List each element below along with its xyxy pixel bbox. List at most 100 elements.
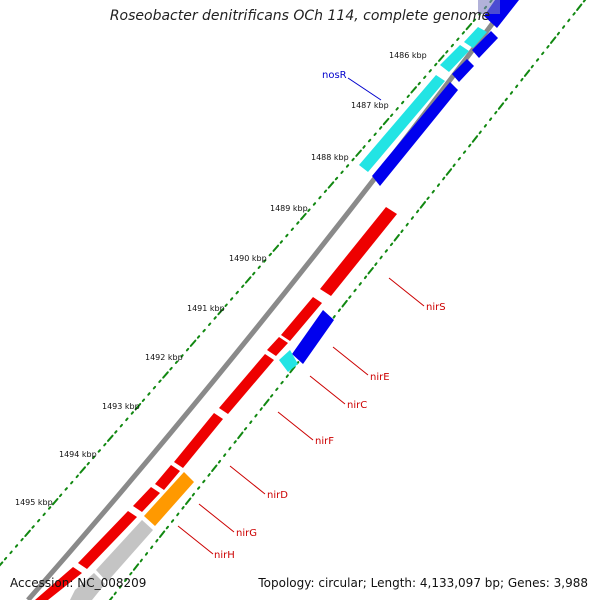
gene-label-nirE[interactable]: nirE bbox=[370, 372, 390, 383]
ruler-major-tick bbox=[341, 299, 348, 308]
ruler-minor-tick bbox=[185, 347, 190, 352]
gene-label-nirF[interactable]: nirF bbox=[315, 436, 334, 447]
ruler-minor-tick bbox=[426, 196, 430, 200]
ruler-minor-tick bbox=[307, 208, 311, 212]
feature-blue-4[interactable] bbox=[372, 82, 458, 186]
feature-nosR-cyan[interactable] bbox=[464, 27, 487, 48]
ruler-minor-tick bbox=[9, 550, 13, 555]
ruler-minor-tick bbox=[390, 113, 394, 117]
feature-red-8[interactable] bbox=[35, 567, 82, 600]
ruler-minor-tick bbox=[263, 259, 267, 263]
ruler-minor-tick bbox=[228, 446, 232, 451]
feature-red-4[interactable] bbox=[174, 413, 223, 468]
leader-nosR bbox=[347, 77, 382, 101]
feature-cyan-2[interactable] bbox=[440, 45, 469, 72]
ruler-minor-tick bbox=[351, 157, 355, 162]
leader-nirE bbox=[332, 346, 369, 376]
feature-nirS[interactable] bbox=[320, 207, 397, 296]
gene-leader-lines bbox=[177, 77, 425, 555]
gene-label-nirD[interactable]: nirD bbox=[267, 490, 288, 501]
ruler-minor-tick bbox=[174, 360, 179, 364]
gene-label-nirH[interactable]: nirH bbox=[214, 550, 235, 561]
ruler-minor-tick bbox=[3, 556, 8, 561]
feature-blue-3[interactable] bbox=[452, 59, 474, 82]
tick-layer bbox=[0, 0, 587, 600]
accession-text: Accession: NC_008209 bbox=[10, 576, 147, 590]
feature-nirE[interactable] bbox=[292, 310, 334, 364]
ruler-minor-tick bbox=[169, 366, 173, 371]
ruler-major-tick bbox=[0, 561, 4, 567]
feature-nirG[interactable] bbox=[144, 472, 194, 526]
ruler-minor-tick bbox=[124, 578, 128, 582]
ruler-major-tick bbox=[367, 267, 374, 275]
ruler-minor-tick bbox=[48, 506, 52, 510]
ruler-minor-tick bbox=[358, 282, 362, 286]
ruler-minor-tick bbox=[345, 164, 350, 168]
kbp-label-group: 1486 kbp 1487 kbp 1488 kbp 1489 kbp 1490… bbox=[15, 51, 427, 507]
ruler-minor-tick bbox=[462, 150, 467, 154]
ruler-minor-tick bbox=[20, 537, 24, 542]
gene-label-nirS[interactable]: nirS bbox=[426, 302, 446, 313]
ruler-minor-tick bbox=[129, 571, 133, 576]
ruler-minor-tick bbox=[158, 379, 162, 383]
feature-red-7[interactable] bbox=[78, 511, 137, 569]
ruler-minor-tick bbox=[139, 558, 143, 563]
feature-red-6[interactable] bbox=[133, 487, 160, 512]
ruler-minor-tick bbox=[379, 255, 383, 260]
feature-red-3[interactable] bbox=[219, 354, 274, 414]
ruler-major-tick bbox=[263, 398, 270, 407]
ruler-minor-tick bbox=[442, 176, 446, 181]
ruler-minor-tick bbox=[64, 487, 68, 491]
ruler-minor-tick bbox=[541, 51, 545, 56]
ruler-minor-tick bbox=[130, 411, 134, 415]
ruler-minor-tick bbox=[217, 459, 222, 464]
ruler-minor-tick bbox=[230, 297, 234, 301]
ruler-minor-tick bbox=[546, 45, 550, 49]
feature-red-5[interactable] bbox=[155, 465, 180, 490]
ruler-minor-tick bbox=[452, 163, 456, 168]
ruler-major-tick bbox=[419, 201, 426, 209]
ruler-minor-tick bbox=[285, 374, 289, 378]
ruler-minor-tick bbox=[290, 227, 294, 231]
ruler-minor-tick bbox=[567, 18, 571, 23]
ruler-minor-tick bbox=[504, 97, 508, 102]
feature-red-1[interactable] bbox=[281, 297, 322, 341]
feature-blue-2[interactable] bbox=[472, 31, 498, 58]
ruler-major-tick bbox=[471, 135, 479, 143]
ruler-minor-tick bbox=[395, 107, 399, 111]
leader-nirD bbox=[229, 465, 266, 495]
ruler-minor-tick bbox=[202, 328, 206, 333]
ruler-minor-tick bbox=[42, 512, 46, 517]
ruler-minor-tick bbox=[86, 461, 90, 466]
feature-gray-end[interactable] bbox=[70, 573, 105, 600]
ruler-minor-tick bbox=[235, 290, 239, 295]
feature-nirH[interactable] bbox=[96, 520, 153, 582]
ruler-minor-tick bbox=[147, 392, 151, 396]
ruler-minor-tick bbox=[353, 288, 357, 293]
ruler-minor-tick bbox=[572, 12, 576, 16]
ruler-minor-tick bbox=[70, 480, 74, 485]
feature-nosR[interactable] bbox=[359, 75, 445, 172]
ruler-minor-tick bbox=[384, 249, 388, 253]
ruler-minor-tick bbox=[340, 170, 344, 174]
gene-label-nirC[interactable]: nirC bbox=[347, 400, 367, 411]
kbp-label: 1487 kbp bbox=[351, 101, 389, 110]
gene-label-nosR[interactable]: nosR bbox=[322, 70, 347, 81]
ruler-minor-tick bbox=[213, 316, 217, 320]
ruler-minor-tick bbox=[318, 195, 322, 200]
ruler-minor-tick bbox=[37, 518, 41, 523]
gene-label-nirG[interactable]: nirG bbox=[236, 528, 257, 539]
ruler-minor-tick bbox=[233, 440, 237, 444]
feature-nirC[interactable] bbox=[279, 350, 298, 372]
ruler-minor-tick bbox=[92, 455, 96, 460]
ruler-minor-tick bbox=[445, 50, 449, 54]
ruler-minor-tick bbox=[280, 380, 284, 385]
ruler-minor-tick bbox=[181, 506, 185, 510]
feature-red-2[interactable] bbox=[267, 337, 288, 356]
ruler-minor-tick bbox=[118, 585, 122, 589]
ruler-minor-tick bbox=[457, 157, 461, 161]
ruler-major-tick bbox=[272, 244, 280, 252]
ruler-minor-tick bbox=[406, 94, 410, 98]
ruler-minor-tick bbox=[270, 394, 274, 398]
